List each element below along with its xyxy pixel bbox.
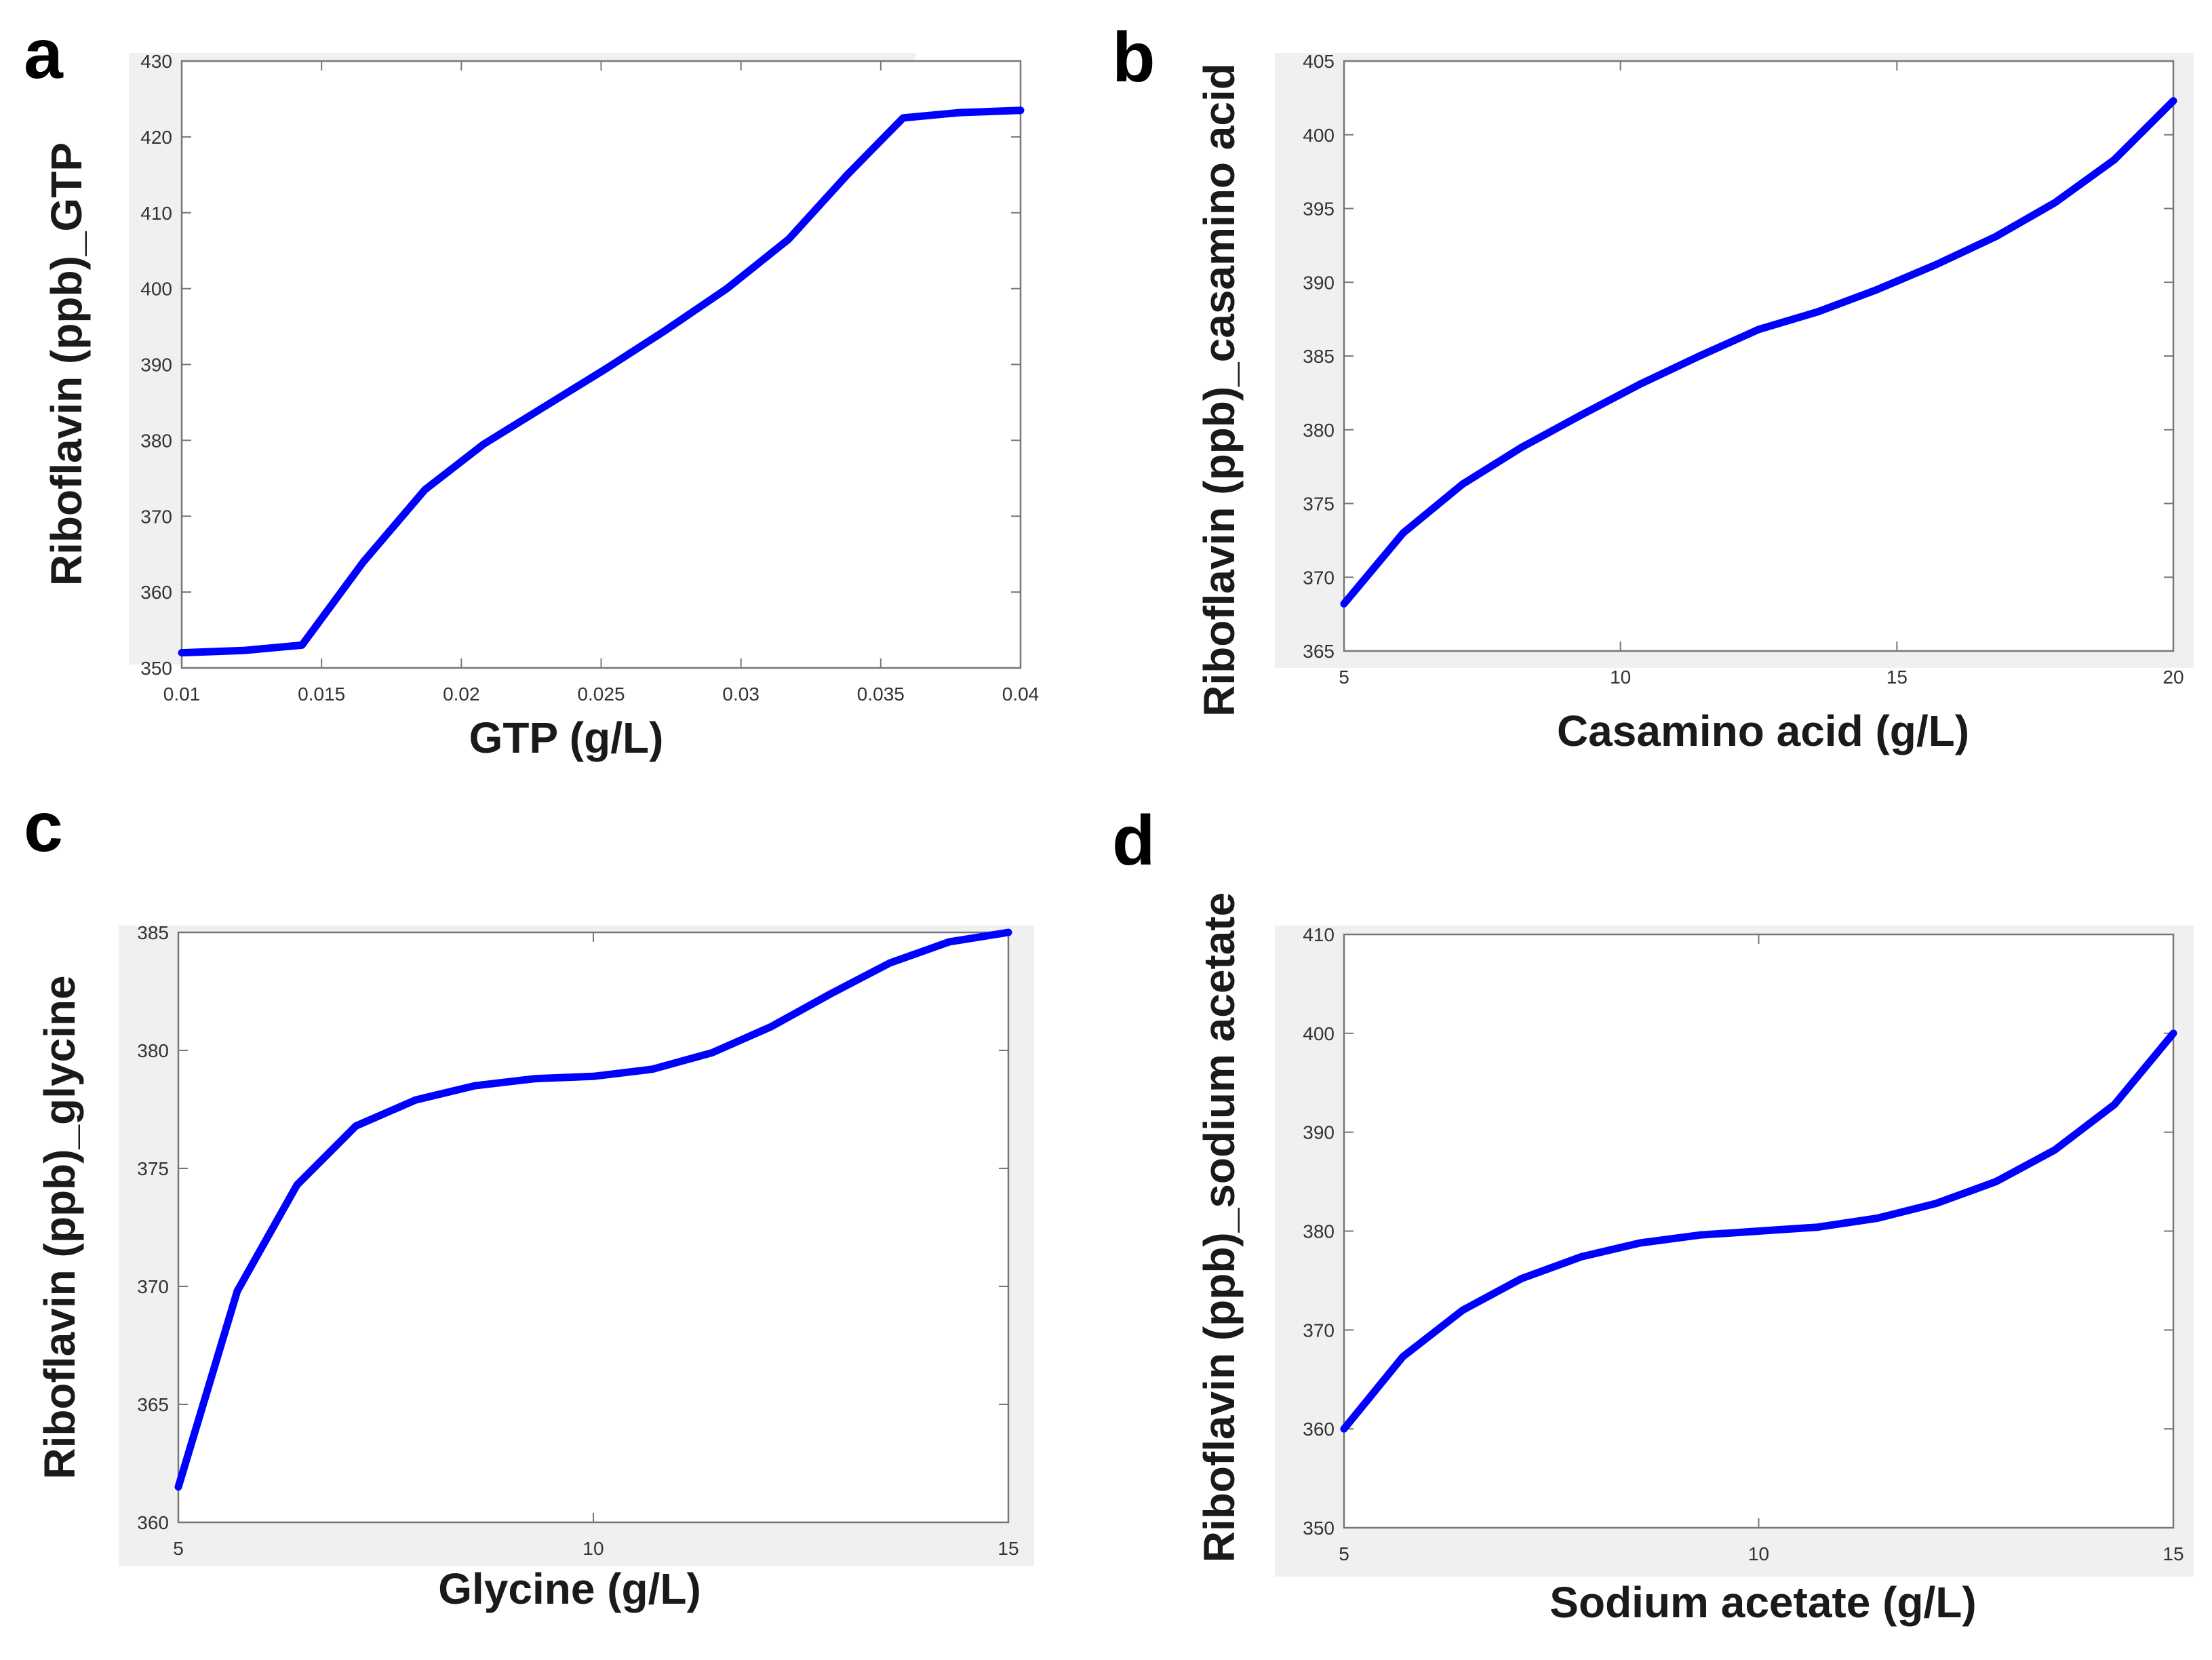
x-tick-label: 0.04 [1002, 684, 1040, 705]
x-tick-label: 10 [1748, 1543, 1769, 1564]
y-tick-label: 385 [1303, 346, 1335, 367]
y-tick-label: 395 [1303, 199, 1335, 220]
x-tick-label: 15 [1887, 667, 1908, 688]
x-tick-label: 0.025 [577, 684, 625, 705]
x-axis-label: Glycine (g/L) [438, 1564, 701, 1613]
y-tick-label: 400 [140, 279, 172, 300]
x-tick-label: 0.015 [298, 684, 345, 705]
plot-area [177, 931, 1010, 1524]
series-line-c [174, 928, 1012, 1491]
y-tick-label: 380 [137, 1040, 169, 1061]
x-tick-label: 0.035 [857, 684, 905, 705]
panel-letter-d: d [1112, 802, 1156, 880]
y-axis-label: Riboflavin (ppb)_GTP [42, 142, 91, 586]
y-tick-label: 370 [1303, 567, 1335, 588]
y-tick-label: 430 [140, 51, 172, 72]
series-line-b [1340, 97, 2177, 608]
y-tick-label: 380 [1303, 1221, 1335, 1242]
y-tick-label: 350 [140, 658, 172, 679]
chart-panel-c: 5 10 15 360 365 370 375 380 385 c Glycine (g/L) Rib… [24, 788, 1034, 1613]
x-tick-label: 10 [1610, 667, 1631, 688]
y-tick-label: 390 [140, 355, 172, 376]
y-tick-label: 360 [140, 582, 172, 603]
chart-panel-d: 5 10 15 350 360 370 380 390 400 410 d Sodium acetat… [1112, 802, 2194, 1627]
x-tick-label: 15 [998, 1538, 1019, 1559]
y-tick-label: 385 [137, 922, 169, 943]
y-axis-label: Riboflavin (ppb)_sodium acetate [1195, 892, 1244, 1563]
y-tick-label: 410 [1303, 924, 1335, 945]
x-tick-label: 15 [2162, 1543, 2184, 1564]
y-tick-label: 410 [140, 203, 172, 224]
plot-area [180, 60, 1022, 669]
x-tick-label: 10 [582, 1538, 604, 1559]
y-tick-label: 365 [1303, 641, 1335, 662]
y-tick-label: 375 [137, 1158, 169, 1179]
series-line-d [1340, 1029, 2177, 1433]
y-tick-label: 370 [137, 1276, 169, 1297]
y-tick-label: 390 [1303, 272, 1335, 293]
x-tick-label: 20 [2162, 667, 2184, 688]
panel-letter-c: c [24, 788, 63, 867]
y-tick-label: 390 [1303, 1122, 1335, 1143]
y-tick-label: 360 [1303, 1419, 1335, 1440]
panel-letter-a: a [24, 15, 64, 94]
y-tick-label: 380 [140, 430, 172, 451]
y-tick-label: 370 [1303, 1320, 1335, 1341]
x-tick-label: 0.01 [163, 684, 201, 705]
y-axis-label: Riboflavin (ppb)_glycine [35, 975, 84, 1479]
y-tick-label: 405 [1303, 51, 1335, 72]
y-tick-label: 420 [140, 127, 172, 148]
x-axis-label: GTP (g/L) [469, 713, 664, 762]
y-tick-label: 370 [140, 506, 172, 527]
plot-area [1343, 60, 2175, 652]
x-tick-label: 5 [173, 1538, 184, 1559]
y-tick-label: 375 [1303, 494, 1335, 515]
y-tick-label: 365 [137, 1394, 169, 1415]
x-tick-label: 0.02 [443, 684, 480, 705]
x-tick-label: 0.03 [722, 684, 759, 705]
x-tick-label: 5 [1339, 1543, 1349, 1564]
y-axis-label: Riboflavin (ppb)_casamino acid [1195, 63, 1244, 717]
chart-panel-b: 5 10 15 20 365 370 375 380 385 390 395 400 405 b Casam… [1112, 18, 2194, 755]
series-line-a [178, 106, 1025, 657]
panel-letter-b: b [1112, 18, 1156, 97]
x-tick-label: 5 [1339, 667, 1349, 688]
y-tick-label: 360 [137, 1512, 169, 1533]
x-axis-label: Casamino acid (g/L) [1557, 707, 1969, 755]
x-axis-label: Sodium acetate (g/L) [1549, 1578, 1976, 1627]
y-tick-label: 350 [1303, 1518, 1335, 1539]
chart-panel-a: 0.01 0.015 0.02 0.025 0.03 0.035 0.04 350 360 370… [24, 15, 1039, 762]
y-tick-label: 400 [1303, 1023, 1335, 1044]
y-tick-label: 380 [1303, 420, 1335, 441]
y-tick-label: 400 [1303, 125, 1335, 146]
